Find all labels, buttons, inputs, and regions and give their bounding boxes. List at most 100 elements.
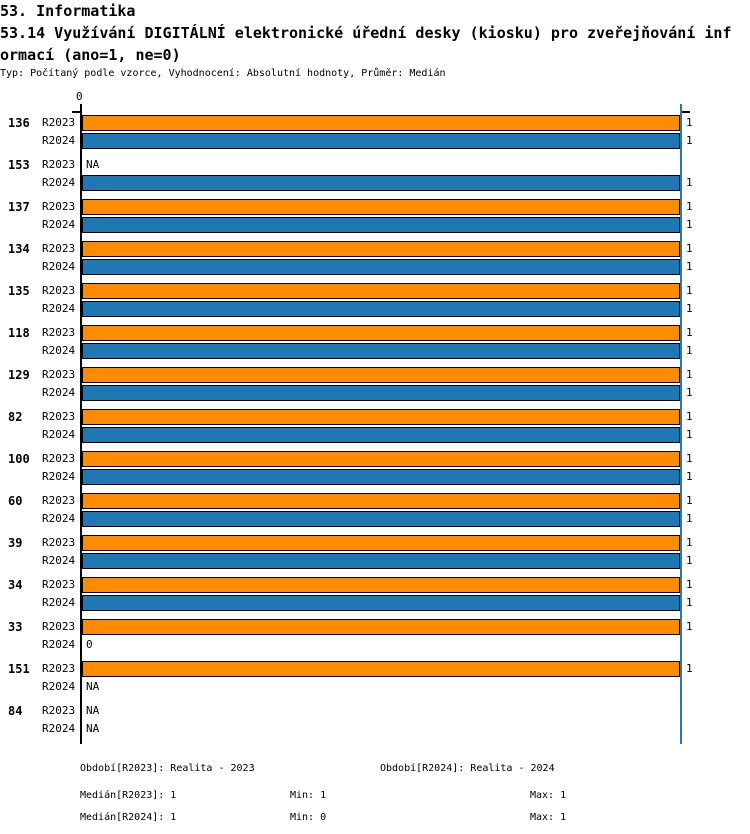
value-bar-r2024 <box>82 217 680 233</box>
bar-row: 60 R2023 1 <box>0 493 750 509</box>
chart-group: 84 R2023 NA R2024 NA <box>0 703 750 737</box>
value-bar-r2024 <box>82 511 680 527</box>
group-label: 118 <box>8 326 30 340</box>
group-label: 82 <box>8 410 23 424</box>
chart-group: 60 R2023 1 R2024 1 <box>0 493 750 527</box>
bar-value-label: 1 <box>686 578 693 591</box>
value-bar-r2024 <box>82 133 680 149</box>
group-label: 33 <box>8 620 23 634</box>
value-bar-r2024 <box>82 553 680 569</box>
period-label: R2024 <box>42 722 76 735</box>
bar-row: R2024 0 <box>0 637 750 653</box>
bar-row: R2024 1 <box>0 595 750 611</box>
chart-group: 82 R2023 1 R2024 1 <box>0 409 750 443</box>
bar-row: 136 R2023 1 <box>0 115 750 131</box>
bar-value-label: 1 <box>686 134 693 147</box>
period-label: R2023 <box>42 410 76 423</box>
bar-na-label: NA <box>86 704 100 717</box>
chart-group: 100 R2023 1 R2024 1 <box>0 451 750 485</box>
period-label: R2024 <box>42 344 76 357</box>
axis-tick-right <box>682 111 690 113</box>
bar-row: R2024 1 <box>0 175 750 191</box>
period-label: R2023 <box>42 116 76 129</box>
footer-min-r2023: Min: 1 <box>290 790 327 801</box>
period-label: R2023 <box>42 242 76 255</box>
value-bar-r2023 <box>82 409 680 425</box>
period-label: R2023 <box>42 284 76 297</box>
bar-row: 129 R2023 1 <box>0 367 750 383</box>
bar-value-label: 1 <box>686 260 693 273</box>
bar-na-label: NA <box>86 680 100 693</box>
bar-row: R2024 NA <box>0 679 750 695</box>
chart-group: 137 R2023 1 R2024 1 <box>0 199 750 233</box>
period-label: R2023 <box>42 452 76 465</box>
bar-row: R2024 NA <box>0 721 750 737</box>
bar-value-label: 1 <box>686 620 693 633</box>
bar-row: R2024 1 <box>0 385 750 401</box>
period-label: R2024 <box>42 260 76 273</box>
footer-median-r2024: Medián[R2024]: 1 <box>80 812 177 823</box>
period-label: R2023 <box>42 326 76 339</box>
value-bar-r2024 <box>82 595 680 611</box>
value-bar-r2023 <box>82 325 680 341</box>
value-bar-r2023 <box>82 115 680 131</box>
group-label: 134 <box>8 242 30 256</box>
bar-value-label: 1 <box>686 512 693 525</box>
bar-na-label: NA <box>86 158 100 171</box>
chart-rows: 136 R2023 1 R2024 1 153 R2023 NA R2024 1 137 R2023 1… <box>0 115 750 745</box>
bar-value-label: 1 <box>686 344 693 357</box>
value-bar-r2023 <box>82 661 680 677</box>
bar-row: R2024 1 <box>0 511 750 527</box>
y-axis-line <box>80 104 82 744</box>
bar-row: R2024 1 <box>0 553 750 569</box>
group-label: 60 <box>8 494 23 508</box>
value-bar-r2024 <box>82 301 680 317</box>
bar-value-label: 1 <box>686 596 693 609</box>
group-label: 135 <box>8 284 30 298</box>
footer-period-r2023: Období[R2023]: Realita - 2023 <box>80 763 255 774</box>
bar-value-label: 1 <box>686 176 693 189</box>
bar-row: 118 R2023 1 <box>0 325 750 341</box>
value-bar-r2024 <box>82 385 680 401</box>
bar-row: 39 R2023 1 <box>0 535 750 551</box>
period-label: R2024 <box>42 302 76 315</box>
chart-group: 136 R2023 1 R2024 1 <box>0 115 750 149</box>
period-label: R2023 <box>42 494 76 507</box>
group-label: 136 <box>8 116 30 130</box>
period-label: R2024 <box>42 134 76 147</box>
period-label: R2023 <box>42 158 76 171</box>
bar-value-label: 1 <box>686 302 693 315</box>
bar-row: 34 R2023 1 <box>0 577 750 593</box>
period-label: R2024 <box>42 554 76 567</box>
bar-value-label: 1 <box>686 326 693 339</box>
bar-na-label: NA <box>86 722 100 735</box>
period-label: R2023 <box>42 578 76 591</box>
footer-max-r2024: Max: 1 <box>530 812 567 823</box>
period-label: R2024 <box>42 680 76 693</box>
period-label: R2023 <box>42 704 76 717</box>
period-label: R2024 <box>42 218 76 231</box>
bar-value-label: 1 <box>686 242 693 255</box>
bar-value-label: 1 <box>686 116 693 129</box>
reference-line-at-1 <box>680 104 682 744</box>
bar-row: 134 R2023 1 <box>0 241 750 257</box>
bar-row: 84 R2023 NA <box>0 703 750 719</box>
bar-row: 135 R2023 1 <box>0 283 750 299</box>
period-label: R2023 <box>42 536 76 549</box>
period-label: R2023 <box>42 200 76 213</box>
x-axis-zero-label: 0 <box>76 90 83 103</box>
bar-value-label: 1 <box>686 386 693 399</box>
bar-value-label: 1 <box>686 200 693 213</box>
footer-max-r2023: Max: 1 <box>530 790 567 801</box>
period-label: R2024 <box>42 470 76 483</box>
group-label: 129 <box>8 368 30 382</box>
value-bar-r2023 <box>82 199 680 215</box>
bar-value-label: 1 <box>686 662 693 675</box>
value-bar-r2023 <box>82 367 680 383</box>
bar-na-label: 0 <box>86 638 93 651</box>
group-label: 100 <box>8 452 30 466</box>
bar-row: R2024 1 <box>0 343 750 359</box>
footer-period-r2024: Období[R2024]: Realita - 2024 <box>380 763 555 774</box>
chart-group: 118 R2023 1 R2024 1 <box>0 325 750 359</box>
bar-value-label: 1 <box>686 494 693 507</box>
